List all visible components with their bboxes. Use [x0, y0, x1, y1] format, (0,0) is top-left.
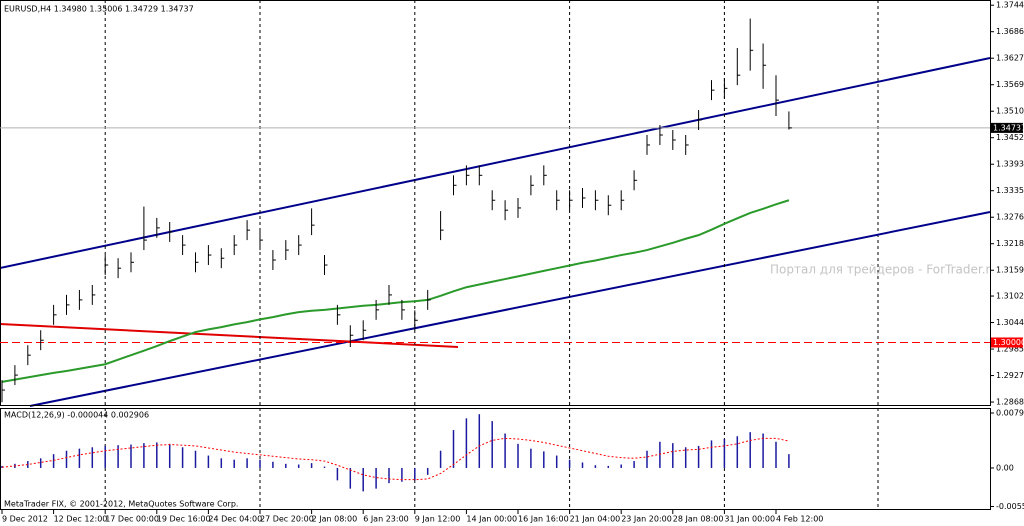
y-tick-label: -0.00559	[996, 502, 1024, 511]
trend-line	[29, 211, 991, 407]
x-tick-label: 24 Dec 04:00	[208, 515, 262, 524]
y-tick-label: 1.34520	[996, 133, 1024, 142]
price-label-box	[991, 122, 1023, 133]
y-tick-label: 1.30440	[996, 318, 1024, 327]
main-frame	[0, 0, 991, 406]
x-tick-label: 9 Jan 12:00	[415, 515, 461, 524]
y-tick-label: 0.00	[996, 463, 1014, 472]
x-tick-label: 27 Dec 20:00	[260, 515, 314, 524]
moving-average	[1, 199, 790, 383]
y-tick-label: 1.36860	[996, 27, 1024, 36]
y-tick-label: 1.29270	[996, 371, 1024, 380]
y-tick-label: 1.33935	[996, 160, 1024, 169]
price-label: 1.34737	[993, 123, 1024, 132]
x-tick-label: 6 Jan 23:00	[363, 515, 409, 524]
x-tick-label: 17 Dec 00:00	[105, 515, 159, 524]
x-tick-label: 21 Jan 04:00	[570, 515, 621, 524]
macd-signal	[1, 437, 790, 481]
macd-frame	[0, 408, 991, 510]
trend-line	[0, 57, 991, 269]
x-tick-label: 16 Jan 16:00	[518, 515, 569, 524]
y-tick-label: 1.36275	[996, 54, 1024, 63]
y-tick-label: 1.32180	[996, 239, 1024, 248]
chart-title: EURUSD,H4 1.34980 1.35006 1.34729 1.3473…	[4, 5, 194, 14]
y-tick-label: 0.007975	[996, 408, 1024, 417]
x-tick-label: 9 Dec 2012	[2, 515, 48, 524]
x-tick-label: 31 Jan 00:00	[724, 515, 775, 524]
x-tick-label: 23 Jan 20:00	[621, 515, 672, 524]
y-tick-label: 1.31025	[996, 292, 1024, 301]
macd-title: MACD(12,26,9) -0.000044 0.002906	[4, 411, 149, 420]
x-tick-label: 14 Jan 00:00	[466, 515, 517, 524]
x-tick-label: 2 Jan 08:00	[312, 515, 358, 524]
y-tick-label: 1.35105	[996, 107, 1024, 116]
x-tick-label: 28 Jan 08:00	[673, 515, 724, 524]
y-tick-label: 1.33350	[996, 186, 1024, 195]
watermark: Портал для трейдеров - ForTrader.ru	[770, 263, 998, 277]
y-tick-label: 1.35690	[996, 80, 1024, 89]
x-tick-label: 4 Feb 12:00	[776, 515, 823, 524]
trend-line	[0, 323, 459, 348]
time-axis	[0, 510, 1024, 526]
price-axis	[990, 0, 1024, 526]
y-tick-label: 1.28685	[996, 398, 1024, 407]
x-tick-label: 12 Dec 12:00	[54, 515, 108, 524]
y-tick-label: 1.31595	[996, 266, 1024, 275]
y-tick-label: 1.32765	[996, 213, 1024, 222]
copyright: MetaTrader FIX, © 2001-2012, MetaQuotes …	[4, 500, 238, 509]
x-tick-label: 19 Dec 16:00	[157, 515, 211, 524]
price-label: 1.30000	[993, 338, 1024, 347]
y-tick-label: 1.37445	[996, 1, 1024, 10]
price-label-box	[991, 337, 1023, 348]
y-tick-label: 1.29855	[996, 345, 1024, 354]
